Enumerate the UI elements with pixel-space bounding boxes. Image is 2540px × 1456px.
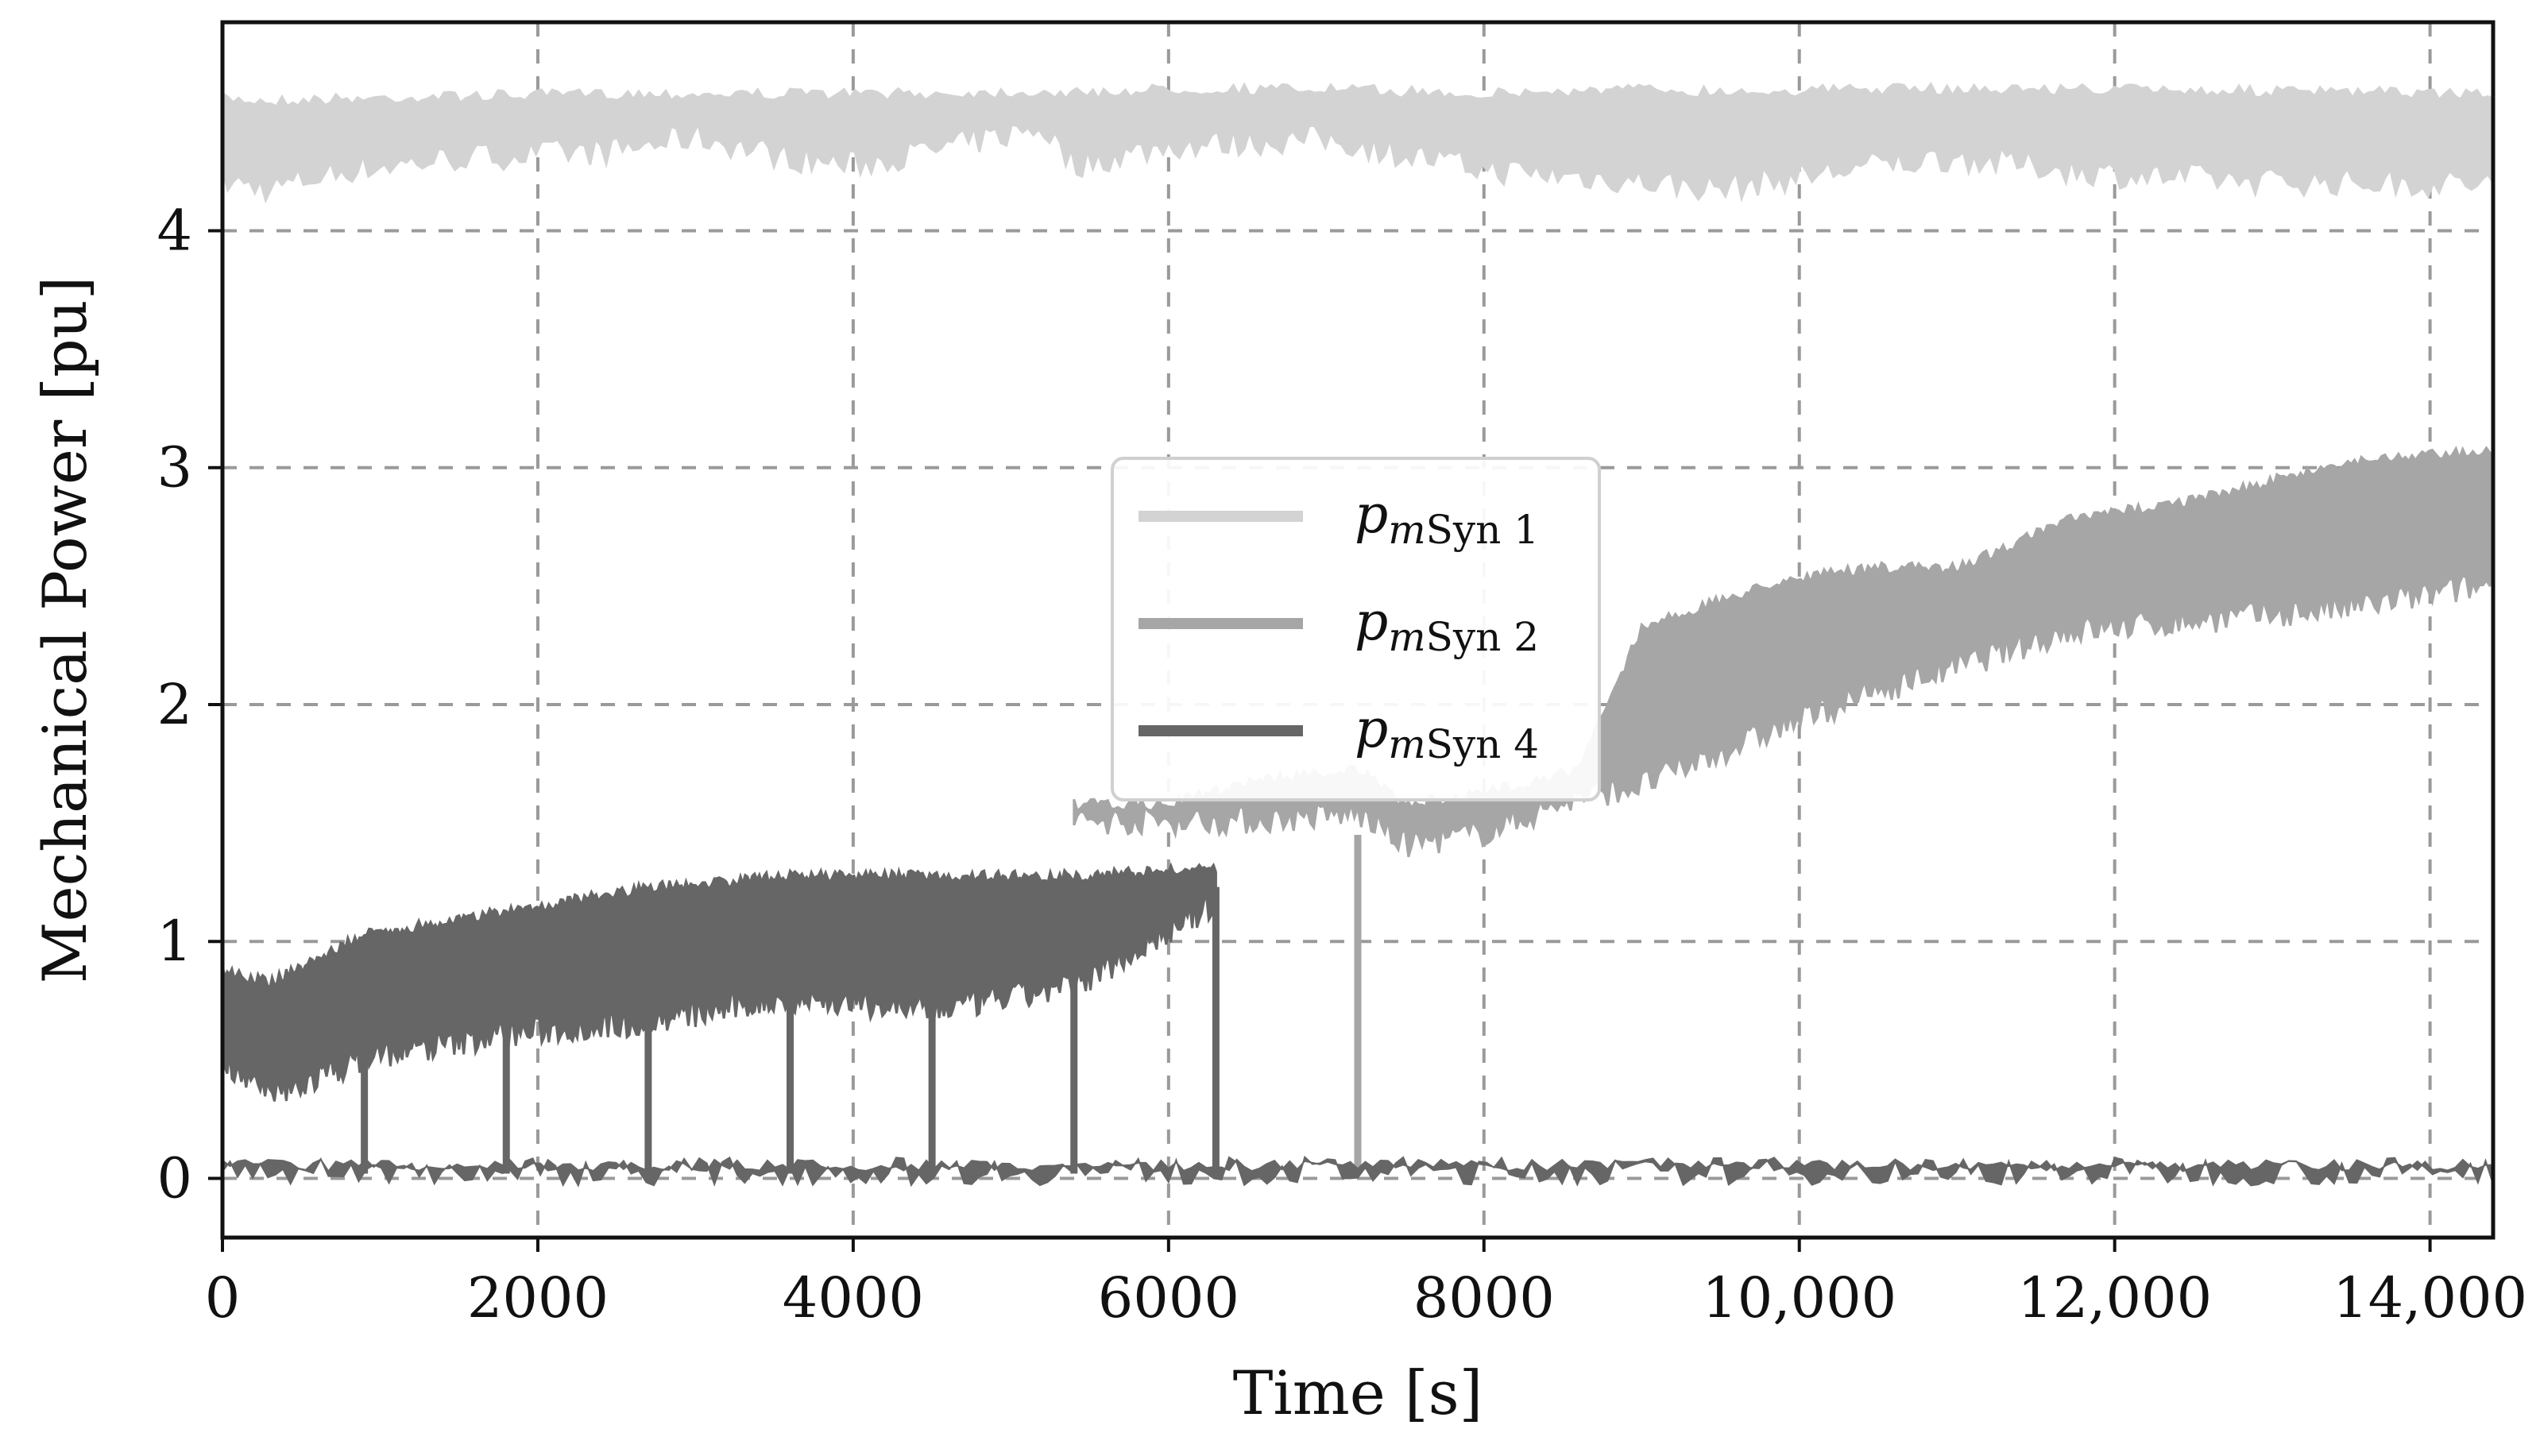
legend-label-syn1: pmSyn 1 <box>1355 484 1539 553</box>
legend-label-syn1-p: p <box>1355 484 1388 545</box>
legend-label-syn4: pmSyn 4 <box>1355 698 1539 767</box>
plot-frame <box>220 20 2496 1240</box>
legend-label-syn4-sub: Syn 4 <box>1426 721 1539 767</box>
x-tick-label: 14,000 <box>2333 1265 2527 1330</box>
legend-label-syn2-p: p <box>1355 591 1388 652</box>
series-layer <box>221 81 2495 1174</box>
ticks: 0 2000 4000 6000 8000 10,000 12,000 14,000 0 1 2 3 4 <box>157 198 2527 1330</box>
y-tick-label: 3 <box>157 435 192 500</box>
y-tick-label: 4 <box>157 198 192 263</box>
legend-label-syn1-sub: Syn 1 <box>1426 507 1539 553</box>
legend: pmSyn 1 pmSyn 2 pmSyn 4 <box>1111 457 1601 801</box>
y-tick-label: 0 <box>157 1145 192 1211</box>
legend-box <box>1111 457 1601 801</box>
x-tick-label: 8000 <box>1413 1265 1555 1330</box>
y-tick-label: 2 <box>157 672 192 737</box>
x-tick-label: 6000 <box>1098 1265 1239 1330</box>
series-syn1-band <box>221 81 2495 204</box>
legend-label-syn2-m: m <box>1388 614 1425 660</box>
legend-label-syn2-sub: Syn 2 <box>1426 614 1539 660</box>
x-tick-label: 4000 <box>783 1265 924 1330</box>
x-tick-label: 2000 <box>467 1265 609 1330</box>
x-tick-label: 10,000 <box>1702 1265 1896 1330</box>
x-axis-title: Time [s] <box>1233 1358 1483 1428</box>
x-tick-label: 12,000 <box>2017 1265 2212 1330</box>
y-tick-label: 1 <box>157 909 192 974</box>
legend-label-syn2: pmSyn 2 <box>1355 591 1539 660</box>
x-tick-label: 0 <box>205 1265 241 1330</box>
y-axis-title: Mechanical Power [pu] <box>29 276 100 983</box>
legend-label-syn1-m: m <box>1388 507 1425 553</box>
series-syn4-band <box>221 862 1217 1102</box>
legend-label-syn4-m: m <box>1388 721 1425 767</box>
legend-label-syn4-p: p <box>1355 698 1388 759</box>
